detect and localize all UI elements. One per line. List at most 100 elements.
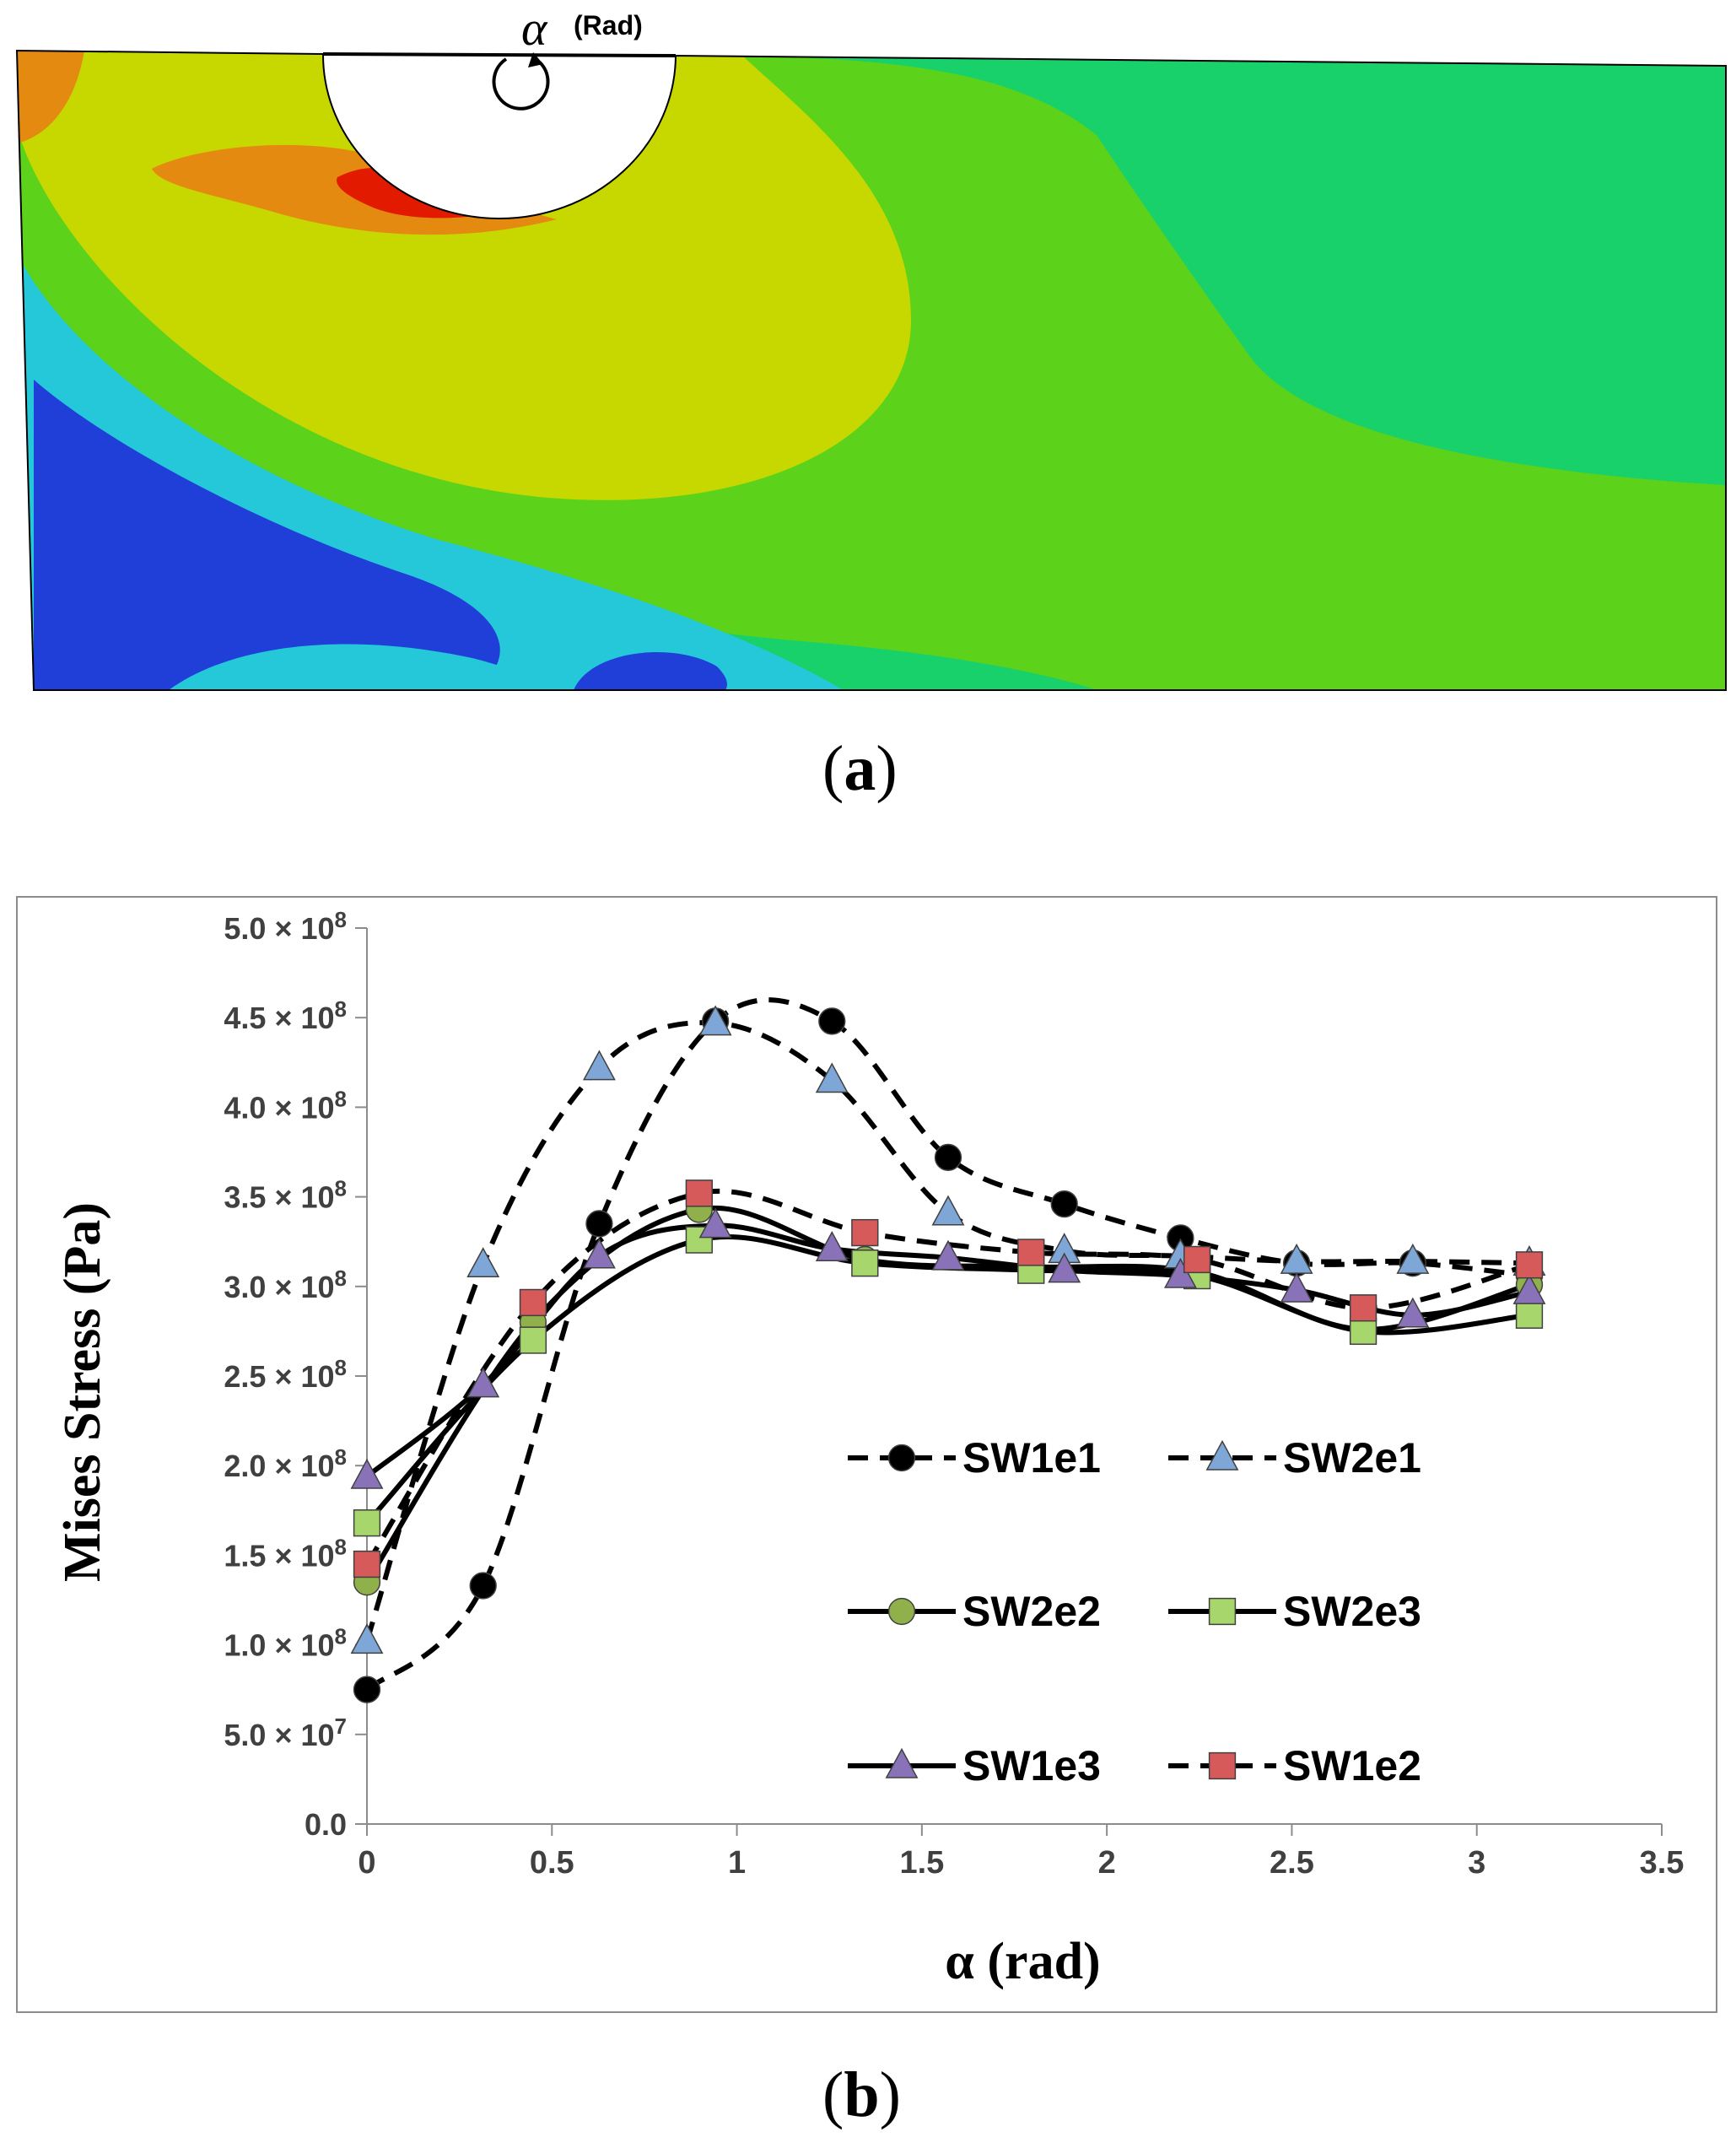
- y-tick-label: 2.0 × 108: [224, 1444, 347, 1483]
- x-tick-label: 3.5: [1640, 1845, 1685, 1881]
- data-point-SW1e3: [466, 1367, 500, 1398]
- data-point-SW2e1: [582, 1050, 616, 1081]
- legend-label-SW2e2: SW2e2: [962, 1588, 1101, 1635]
- rotation-arrow-icon: [492, 57, 550, 111]
- legend-marker-SW1e2: [1208, 1751, 1237, 1780]
- data-point-SW1e1: [1167, 1224, 1194, 1252]
- data-point-SW2e2: [851, 1245, 879, 1274]
- data-point-SW2e2: [519, 1309, 547, 1336]
- series-line-SW1e2: [364, 1188, 1530, 1566]
- legend-marker-SW1e3: [885, 1747, 919, 1778]
- x-tick-label: 2: [1098, 1845, 1116, 1881]
- data-point-SW1e2: [685, 1179, 713, 1207]
- data-point-SW1e1: [701, 1007, 730, 1035]
- legend-marker-SW2e3: [1208, 1597, 1237, 1626]
- panel-a-label: (a): [822, 733, 898, 804]
- alpha-annotation-symbol: α: [521, 1, 547, 56]
- x-tick-label: 0: [358, 1845, 375, 1881]
- data-point-SW1e2: [1515, 1251, 1544, 1279]
- series-line-SW2e2: [364, 1205, 1530, 1584]
- x-tick-label: 2.5: [1270, 1845, 1314, 1881]
- data-point-SW1e1: [1282, 1249, 1311, 1277]
- alpha-annotation-unit: (Rad): [574, 10, 643, 40]
- y-tick-label: 5.0 × 107: [224, 1714, 347, 1752]
- y-tick-label: 3.0 × 108: [224, 1266, 347, 1304]
- data-point-SW1e3: [815, 1231, 849, 1261]
- data-point-SW1e2: [1017, 1239, 1045, 1266]
- data-point-SW1e1: [469, 1572, 497, 1600]
- data-point-SW1e2: [1349, 1294, 1377, 1322]
- data-point-SW2e3: [685, 1226, 713, 1254]
- y-tick-label: 1.0 × 108: [224, 1624, 347, 1663]
- data-point-SW2e1: [1163, 1238, 1197, 1269]
- data-point-SW2e3: [1017, 1256, 1045, 1284]
- series-line-SW1e3: [365, 1222, 1530, 1479]
- data-point-SW1e3: [1280, 1271, 1313, 1303]
- data-point-SW2e1: [698, 1005, 732, 1036]
- data-point-SW1e2: [353, 1550, 381, 1579]
- chart-series-lines: [364, 997, 1530, 1692]
- legend-marker-SW1e1: [887, 1444, 916, 1472]
- data-point-SW2e1: [1280, 1243, 1313, 1274]
- series-line-SW2e1: [364, 1020, 1530, 1643]
- data-point-SW2e1: [1048, 1233, 1081, 1264]
- data-point-SW2e3: [1515, 1301, 1544, 1329]
- x-tick-label: 3: [1468, 1845, 1485, 1881]
- chart-frame: [16, 896, 1717, 2013]
- data-point-SW1e2: [851, 1218, 879, 1247]
- legend-marker-SW2e1: [1205, 1439, 1239, 1471]
- legend-label-SW1e2: SW1e2: [1283, 1742, 1421, 1789]
- data-point-SW2e2: [1349, 1315, 1377, 1343]
- data-point-SW1e1: [934, 1143, 962, 1172]
- data-point-SW2e1: [1396, 1243, 1430, 1274]
- data-point-SW1e1: [585, 1210, 613, 1238]
- y-tick-label: 1.5 × 108: [224, 1534, 347, 1573]
- y-tick-label: 4.5 × 108: [224, 996, 347, 1035]
- data-point-SW1e3: [1396, 1297, 1430, 1328]
- y-tick-label: 0.0: [305, 1807, 347, 1842]
- legend-label-SW1e3: SW1e3: [962, 1742, 1101, 1789]
- data-point-SW2e2: [1183, 1258, 1211, 1286]
- legend-marker-SW2e2: [887, 1597, 916, 1626]
- data-point-SW1e1: [353, 1676, 381, 1703]
- series-line-SW1e1: [365, 997, 1530, 1692]
- y-axis-title: Mises Stress (Pa): [54, 1202, 111, 1582]
- data-point-SW2e1: [466, 1247, 500, 1278]
- chart-axis-titles: α (rad) Mises Stress (Pa): [54, 1202, 1101, 1990]
- data-point-SW2e2: [353, 1568, 381, 1596]
- y-tick-label: 4.0 × 108: [224, 1086, 347, 1125]
- data-point-SW2e3: [851, 1249, 879, 1277]
- hole-top-edge: [322, 52, 677, 57]
- data-point-SW1e3: [1512, 1273, 1546, 1304]
- data-point-SW2e2: [1017, 1253, 1045, 1281]
- data-point-SW2e2: [1515, 1271, 1544, 1298]
- chart-series-markers: [350, 1005, 1546, 1703]
- plate-outline: [15, 49, 1727, 691]
- x-tick-label: 1.5: [899, 1845, 944, 1881]
- data-point-SW2e1: [1512, 1245, 1546, 1276]
- data-point-SW1e1: [1050, 1190, 1078, 1218]
- data-point-SW1e3: [931, 1239, 965, 1271]
- chart-legend: SW1e1 SW2e1 SW2e2 SW2e3 SW1e3 SW1e2: [848, 1434, 1421, 1789]
- data-point-SW2e1: [815, 1062, 849, 1093]
- chart-axes: 0 0.5 1 1.5 2 2.5 3 3.5 0.0 5.0 × 107 1.0 × 108 1.5…: [224, 907, 1684, 1881]
- data-point-SW1e3: [1048, 1252, 1081, 1283]
- y-tick-label: 3.5 × 108: [224, 1176, 347, 1215]
- x-tick-label: 1: [728, 1845, 746, 1881]
- series-line-SW2e3: [364, 1234, 1530, 1525]
- data-point-SW1e2: [1183, 1245, 1211, 1274]
- data-point-SW2e1: [931, 1195, 965, 1226]
- legend-label-SW1e1: SW1e1: [962, 1434, 1101, 1481]
- data-point-SW1e3: [1163, 1257, 1197, 1288]
- x-tick-label: 0.5: [530, 1845, 574, 1881]
- panel-b-label: (b): [822, 2059, 901, 2130]
- data-point-SW1e1: [1515, 1261, 1544, 1290]
- data-point-SW2e1: [350, 1623, 384, 1654]
- data-point-SW2e3: [1349, 1317, 1377, 1346]
- data-point-SW1e1: [818, 1007, 846, 1035]
- data-point-SW1e2: [519, 1288, 547, 1317]
- y-tick-label: 2.5 × 108: [224, 1355, 347, 1394]
- y-tick-label: 5.0 × 108: [224, 907, 347, 946]
- data-point-SW1e3: [582, 1238, 616, 1269]
- legend-label-SW2e3: SW2e3: [1283, 1588, 1421, 1635]
